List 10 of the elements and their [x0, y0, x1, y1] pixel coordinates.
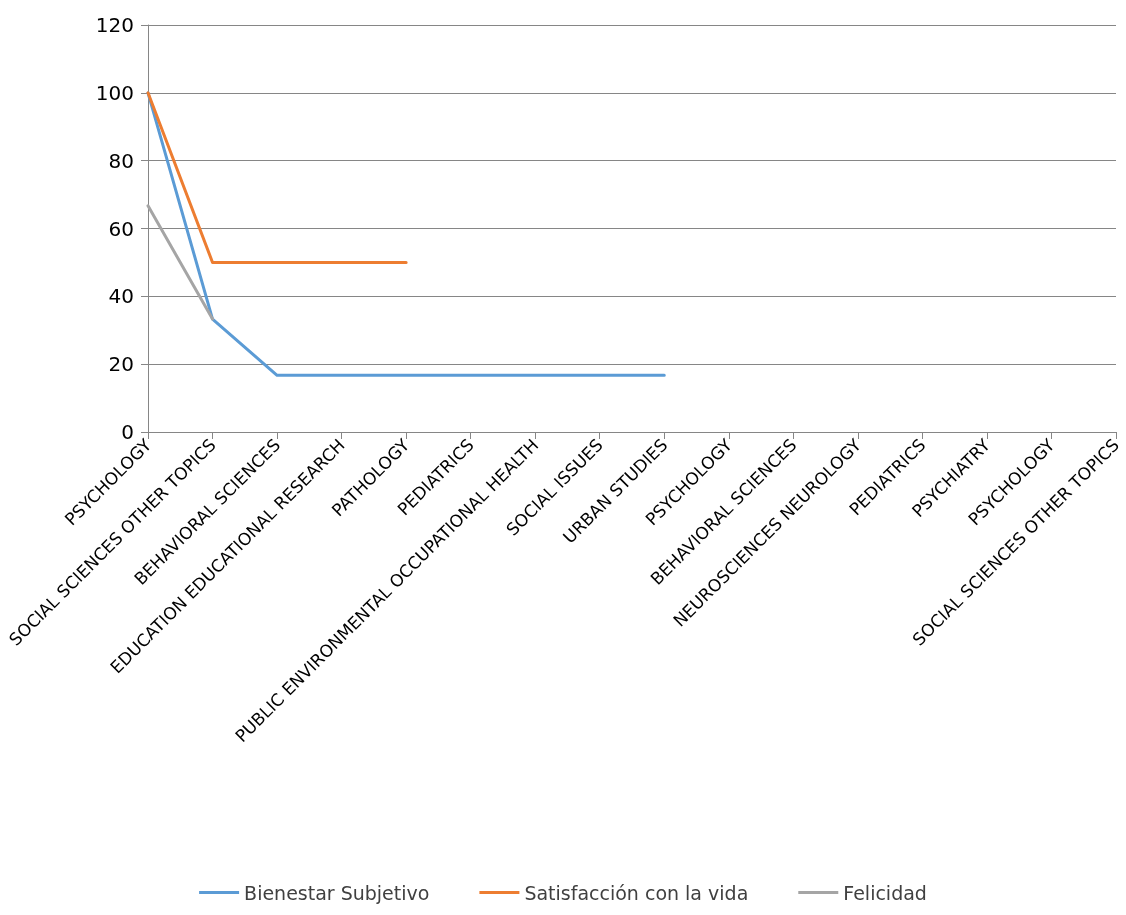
y-tick-label: 80 — [108, 148, 134, 173]
y-tick-label: 100 — [95, 80, 134, 105]
legend-label: Satisfacción con la vida — [524, 881, 749, 904]
y-tick-label: 60 — [108, 216, 134, 241]
legend-label: Bienestar Subjetivo — [244, 881, 430, 904]
y-tick-label: 120 — [95, 13, 134, 37]
legend-label: Felicidad — [843, 881, 927, 904]
y-tick-label: 20 — [108, 352, 134, 377]
y-tick-label: 40 — [108, 284, 134, 309]
y-tick-label: 0 — [121, 420, 134, 444]
